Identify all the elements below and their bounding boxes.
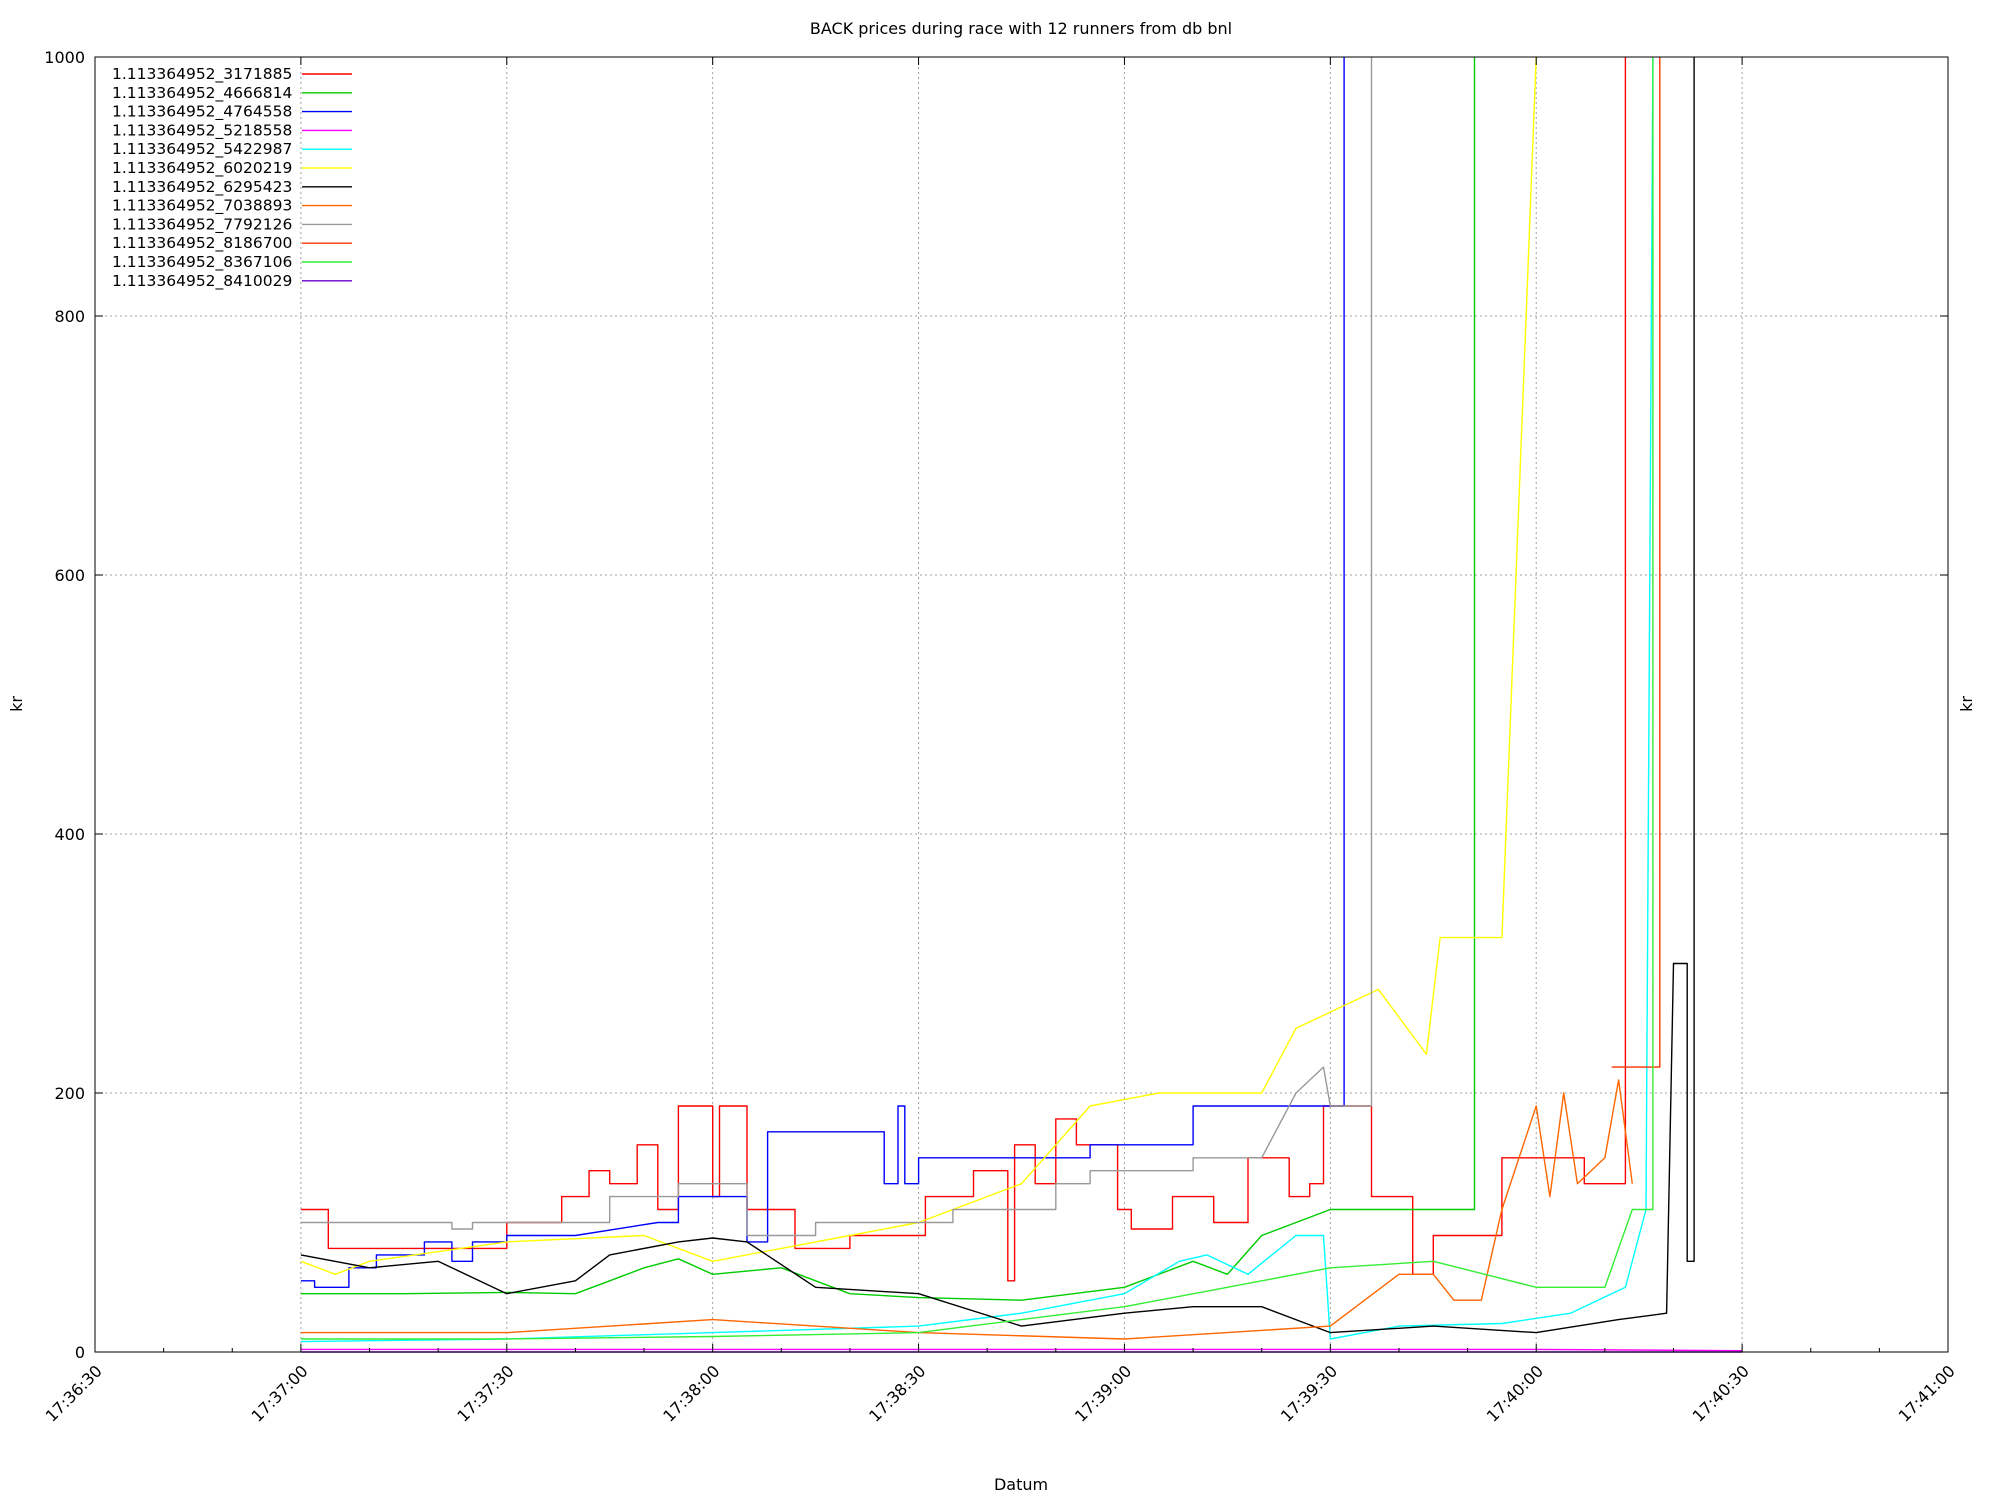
legend-label: 1.113364952_3171885 — [112, 65, 292, 84]
series-lines — [300, 56, 1743, 1353]
chart-title: BACK prices during race with 12 runners … — [810, 19, 1232, 38]
y-tick-label: 800 — [54, 307, 85, 326]
legend-label: 1.113364952_5422987 — [112, 140, 292, 159]
legend-label: 1.113364952_8367106 — [112, 253, 292, 272]
series-line-9 — [300, 57, 1373, 1237]
y-tick-label: 200 — [54, 1084, 85, 1103]
series-line-11 — [300, 57, 1654, 1340]
legend-label: 1.113364952_4666814 — [112, 84, 292, 103]
legend-label: 1.113364952_6020219 — [112, 159, 292, 178]
y-tick-label: 0 — [75, 1343, 85, 1362]
series-line-8 — [300, 1079, 1633, 1340]
grid — [95, 57, 1948, 1352]
x-axis-title: Datum — [994, 1475, 1048, 1494]
legend-label: 1.113364952_8410029 — [112, 272, 292, 291]
y2-axis-title: kr — [1957, 696, 1976, 712]
legend-label: 1.113364952_7792126 — [112, 215, 292, 234]
y-tick-label: 600 — [54, 566, 85, 585]
y-axis-title: kr — [7, 696, 26, 712]
legend-label: 1.113364952_5218558 — [112, 121, 292, 140]
series-line-6 — [300, 56, 1537, 1276]
y-tick-label: 1000 — [44, 48, 85, 67]
series-line-7 — [300, 57, 1695, 1334]
plot-area-border — [94, 56, 1949, 1353]
legend-label: 1.113364952_7038893 — [112, 197, 292, 216]
series-line-5 — [300, 56, 1654, 1343]
legend-label: 1.113364952_4764558 — [112, 103, 292, 122]
legend: 1.113364952_31718851.113364952_46668141.… — [112, 65, 352, 291]
legend-label: 1.113364952_6295423 — [112, 178, 292, 197]
series-line-10 — [1611, 57, 1661, 1068]
series-line-2 — [300, 57, 1476, 1301]
y-tick-label: 400 — [54, 825, 85, 844]
legend-label: 1.113364952_8186700 — [112, 234, 292, 253]
